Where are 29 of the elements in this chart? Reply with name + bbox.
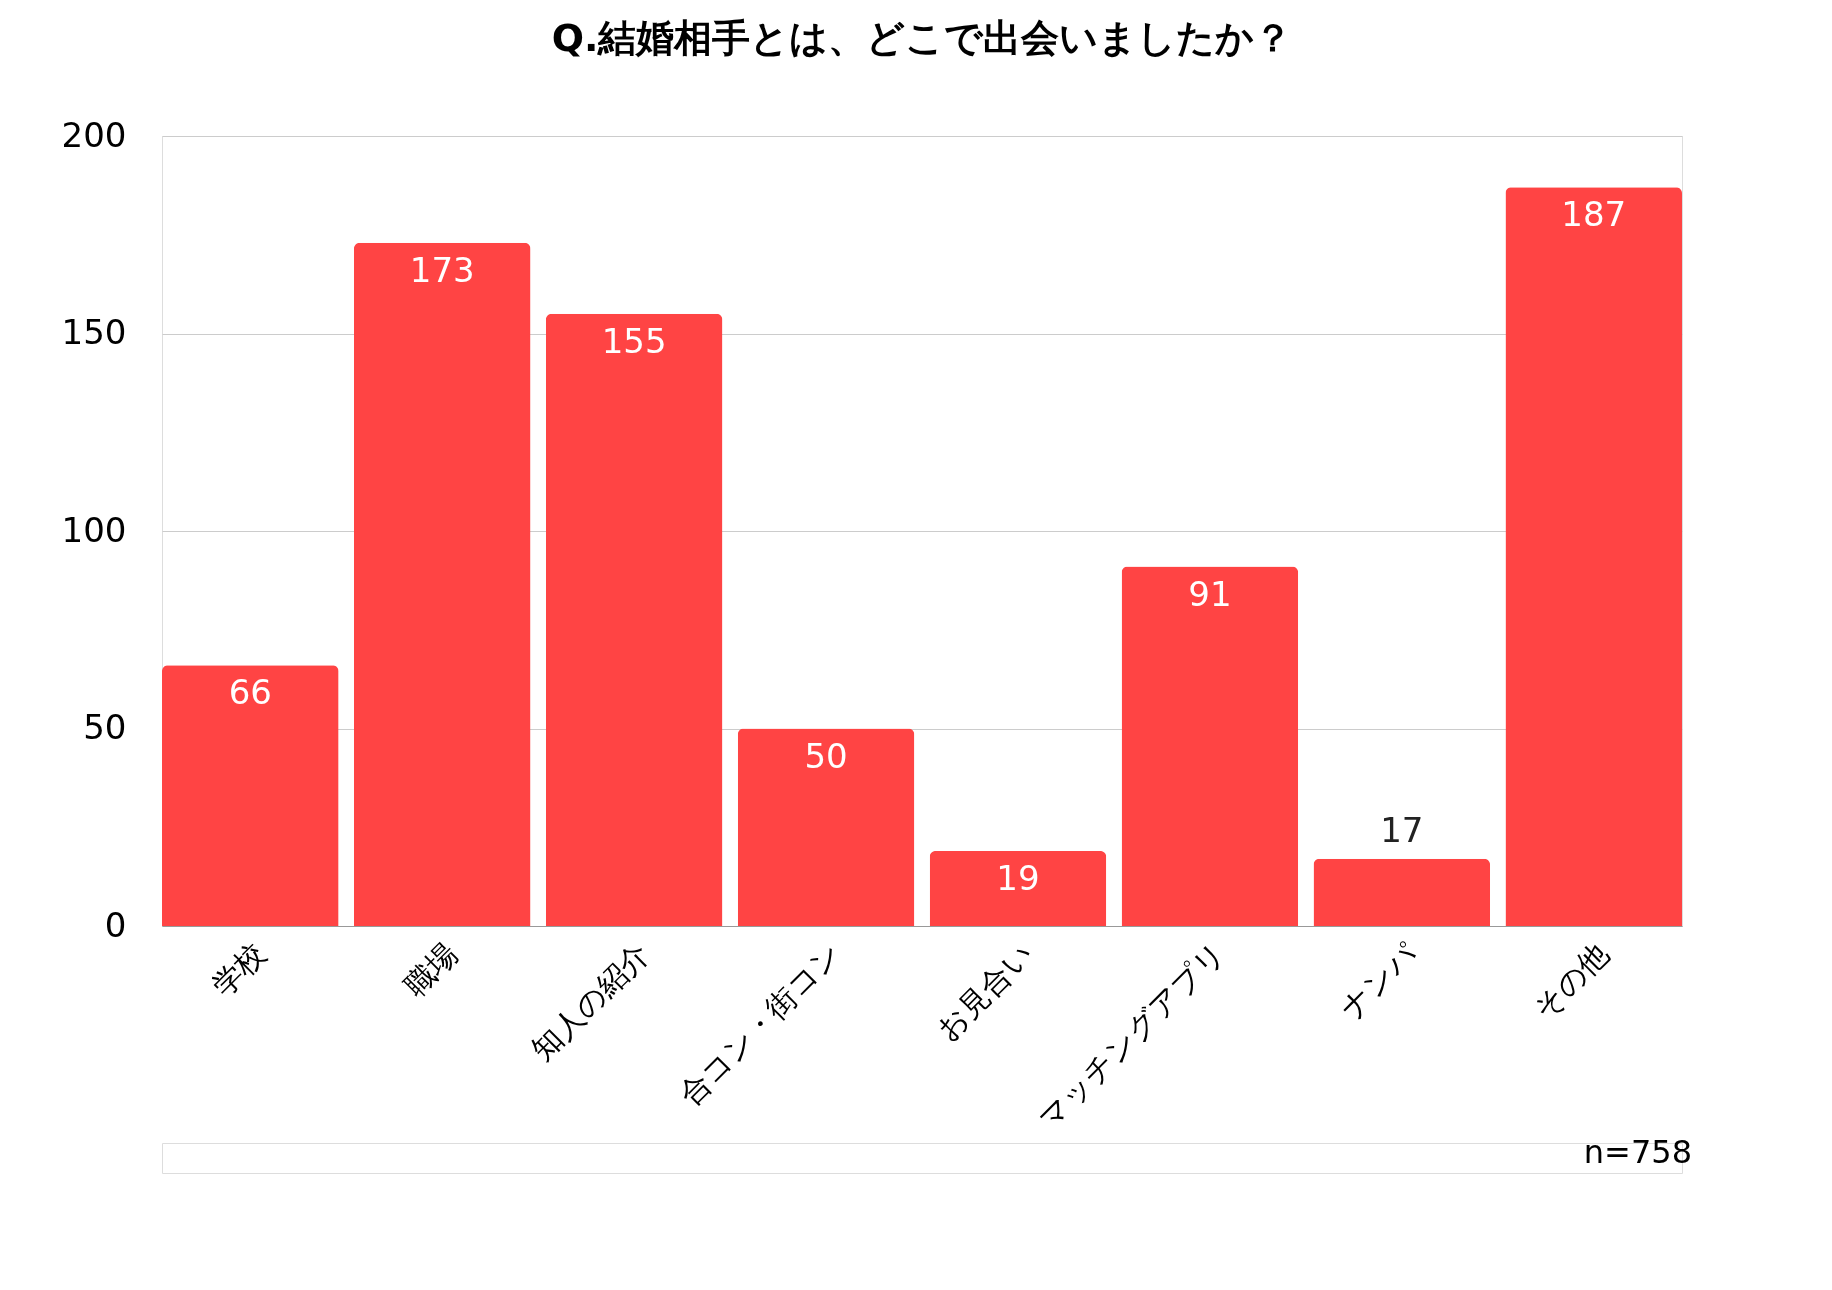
y-tick-label: 150 <box>61 312 127 352</box>
x-tick-label: 学校 <box>205 935 273 1003</box>
y-tick-label: 100 <box>61 509 127 550</box>
bar <box>1121 566 1299 926</box>
bar <box>1505 187 1682 926</box>
data-label: 17 <box>1380 809 1424 850</box>
x-tick-label: 合コン・街コン <box>671 935 848 1112</box>
y-tick-label: 0 <box>104 904 127 945</box>
bar <box>162 665 339 926</box>
x-tick-label: 職場 <box>396 935 465 1003</box>
data-label: 187 <box>1561 194 1627 235</box>
x-tick-label: その他 <box>1525 935 1616 1026</box>
data-label: 155 <box>601 320 667 361</box>
bar <box>737 728 915 926</box>
bar <box>929 850 1107 926</box>
data-label: 66 <box>228 672 272 713</box>
x-tick-label: ナンパ <box>1333 935 1424 1027</box>
text: n=758 <box>1583 1133 1692 1171</box>
y-tick-label: 200 <box>61 114 127 155</box>
data-label: 19 <box>996 857 1040 898</box>
bar <box>545 313 723 926</box>
x-tick-label: 知人の紹介 <box>524 935 657 1068</box>
bar <box>1313 858 1491 926</box>
data-label: 91 <box>1188 573 1232 614</box>
y-tick-label: 50 <box>83 707 127 747</box>
bar <box>353 242 531 926</box>
chart-title: Q.結婚相手とは、どこで出会いましたか？ <box>551 16 1293 60</box>
data-label: 50 <box>804 735 848 776</box>
data-label: 173 <box>409 249 475 290</box>
